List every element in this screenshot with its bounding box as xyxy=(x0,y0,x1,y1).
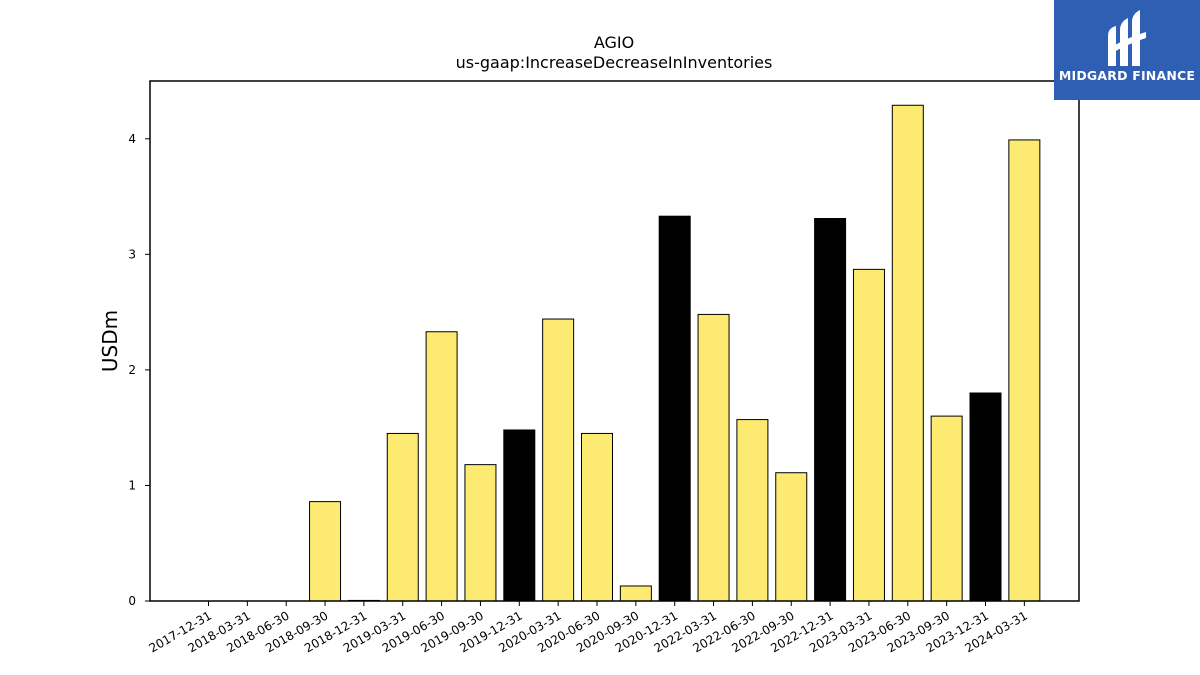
y-ticks-group: 0 1 2 3 4 xyxy=(128,132,150,608)
y-tick-label: 0 xyxy=(128,594,136,608)
bar-2023-09-30 xyxy=(930,415,963,602)
logo-mark-icon xyxy=(1108,10,1146,66)
bar-2022-03-31 xyxy=(697,313,730,602)
logo-text: MIDGARD FINANCE xyxy=(1058,68,1196,83)
y-axis-label: USDm xyxy=(98,310,122,372)
bar-2020-09-30 xyxy=(619,585,652,602)
bars-group xyxy=(309,104,1041,602)
bar-2022-06-30 xyxy=(736,419,769,602)
chart-title: AGIO xyxy=(594,33,634,52)
bar-2020-06-30 xyxy=(581,432,613,602)
bar-2023-03-31 xyxy=(852,268,885,602)
bar-2024-03-31 xyxy=(1008,139,1041,602)
x-ticks-group: 2017-12-312018-03-312018-06-302018-09-30… xyxy=(147,601,1030,655)
bar-2019-12-31 xyxy=(503,429,536,602)
bar-2023-06-30 xyxy=(891,104,924,602)
bar-2023-12-31 xyxy=(969,392,1002,602)
midgard-finance-logo: MIDGARD FINANCE xyxy=(1054,0,1200,100)
y-tick-label: 3 xyxy=(128,247,136,261)
y-tick-label: 2 xyxy=(128,363,136,377)
bar-2019-06-30 xyxy=(425,331,458,602)
bar-2019-09-30 xyxy=(464,464,497,602)
bar-2018-09-30 xyxy=(309,501,342,602)
bar-2019-03-31 xyxy=(386,432,419,602)
plot-frame xyxy=(149,80,1080,602)
bar-2022-09-30 xyxy=(775,472,808,602)
bar-2020-03-31 xyxy=(542,318,575,602)
chart-subtitle: us-gaap:IncreaseDecreaseInInventories xyxy=(456,53,773,72)
y-tick-label: 1 xyxy=(128,478,136,492)
y-tick-label: 4 xyxy=(128,132,136,146)
bar-2020-12-31 xyxy=(658,215,691,602)
bar-2022-12-31 xyxy=(814,218,847,602)
